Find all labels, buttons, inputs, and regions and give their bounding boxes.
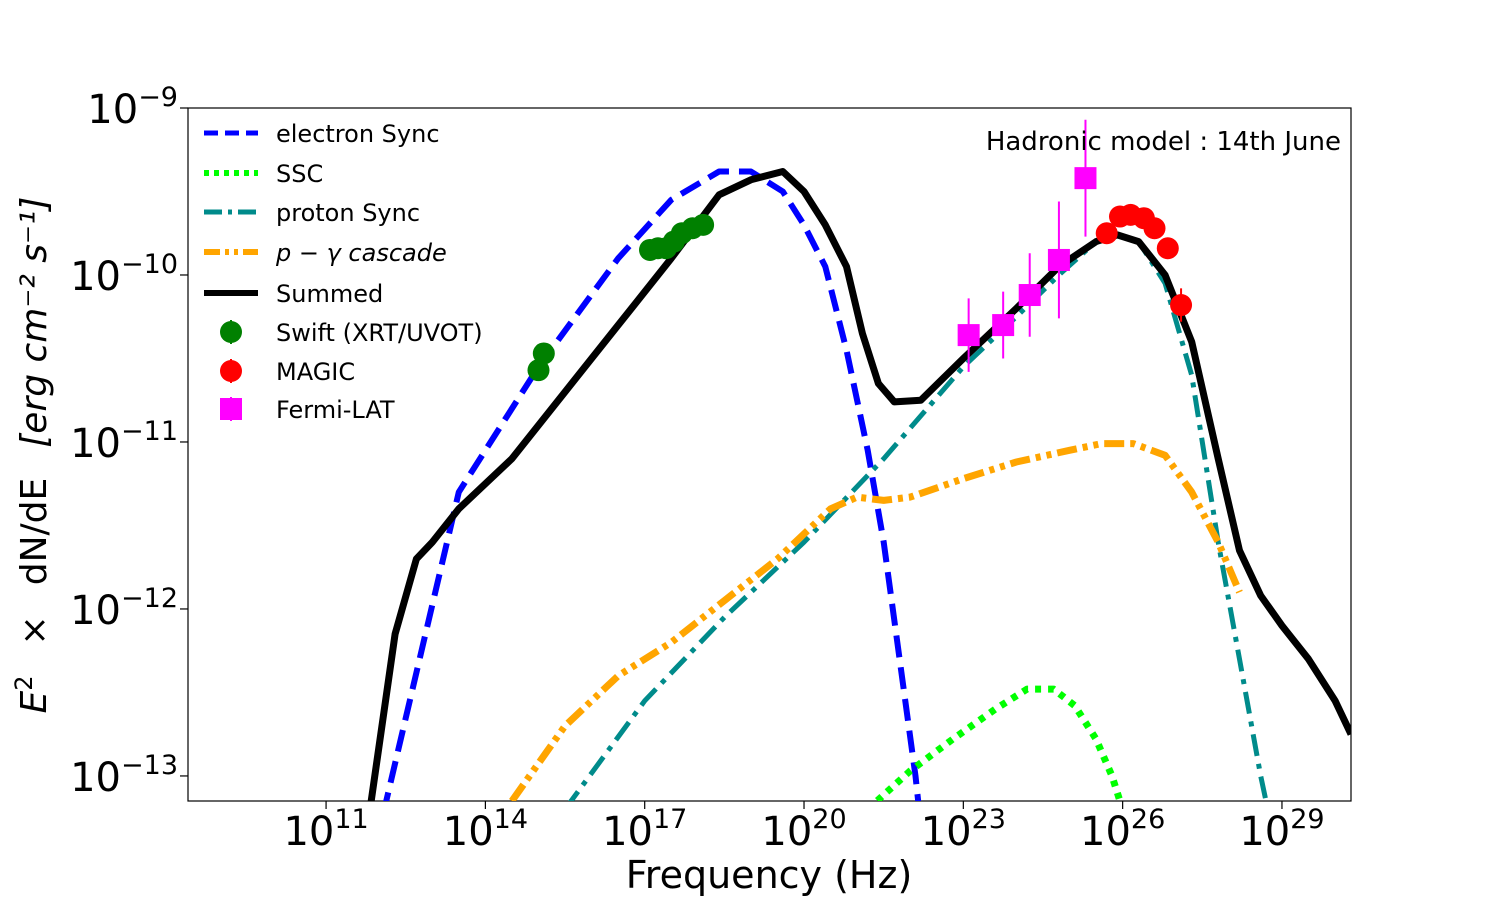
series-line-3	[509, 440, 1243, 801]
y-title-dnde: dN/dE	[14, 478, 55, 586]
x-tick-label: 1023	[921, 804, 1006, 855]
legend-label: Swift (XRT/UVOT)	[276, 319, 483, 347]
y-title-units: [erg cm⁻² s⁻¹]	[14, 197, 55, 448]
legend-label: Summed	[276, 280, 383, 308]
svg-text:E2×dN/dE[erg cm⁻² s⁻¹]: E2 × dN/dE [erg cm⁻² s⁻¹]	[10, 197, 55, 714]
y-tick-label: 10−13	[70, 750, 178, 801]
data-point-2-2	[1018, 284, 1041, 307]
x-tick-label: 1011	[283, 804, 368, 855]
legend-label: electron Sync	[276, 120, 440, 148]
data-point-1-6	[1170, 294, 1193, 317]
legend-entry-fermi-lat: Fermi-LAT	[220, 396, 395, 424]
x-tick-label: 1017	[602, 804, 687, 855]
data-point-0-1	[532, 342, 555, 365]
legend-entry-p-gamma-cascade: p − γ cascade	[204, 239, 447, 267]
legend-label: p − γ cascade	[275, 239, 447, 267]
legend-label: MAGIC	[276, 358, 355, 386]
y-tick-label: 10−11	[70, 416, 178, 467]
model-annotation: Hadronic model : 14th June	[986, 127, 1341, 157]
data-point-1-5	[1156, 237, 1179, 260]
legend-entry-summed: Summed	[204, 280, 383, 308]
data-point-2-1	[992, 314, 1015, 337]
x-tick-label: 1029	[1239, 804, 1324, 855]
y-title-e: E	[14, 690, 55, 713]
series-line-4	[367, 168, 1351, 801]
x-tick-label: 1026	[1080, 804, 1165, 855]
data-point-0-8	[692, 213, 715, 236]
data-point-0-0	[527, 359, 550, 382]
legend-entry-proton-sync: proton Sync	[204, 199, 420, 227]
y-title-times: ×	[14, 615, 55, 645]
series-line-1	[871, 685, 1124, 801]
y-title-e-power: 2	[10, 675, 38, 690]
legend-entry-swift: Swift (XRT/UVOT)	[220, 319, 483, 347]
legend-label: proton Sync	[276, 199, 420, 227]
x-axis-title: Frequency (Hz)	[626, 853, 913, 897]
x-tick-label: 1014	[443, 804, 528, 855]
data-point-2-0	[957, 324, 980, 347]
series-line-0	[383, 168, 922, 801]
legend-entry-ssc: SSC	[204, 160, 323, 188]
y-tick-label: 10−12	[70, 583, 178, 634]
legend-entry-electron-sync: electron Sync	[204, 120, 440, 148]
legend-label: Fermi-LAT	[276, 396, 395, 424]
y-tick-label: 10−10	[70, 249, 178, 300]
data-point-2-3	[1047, 248, 1070, 271]
y-tick-label: 10−9	[87, 82, 178, 133]
data-point-1-4	[1143, 217, 1166, 240]
y-axis-title: E2 × dN/dE [erg cm⁻² s⁻¹]	[10, 197, 55, 714]
series-layer	[367, 168, 1351, 801]
legend-label: SSC	[276, 160, 323, 188]
legend: electron Sync SSC proton Sync p − γ casc…	[204, 120, 483, 424]
x-tick-label: 1020	[761, 804, 846, 855]
points-layer	[527, 119, 1193, 382]
data-point-1-0	[1095, 222, 1118, 245]
y-axis: 10−9 10−10 10−11 10−12 10−13	[70, 82, 188, 801]
data-point-2-4	[1074, 167, 1097, 190]
legend-entry-magic: MAGIC	[220, 358, 355, 386]
x-axis: 1011 1014 1017 1020 1023 1026 1029	[283, 801, 1325, 855]
